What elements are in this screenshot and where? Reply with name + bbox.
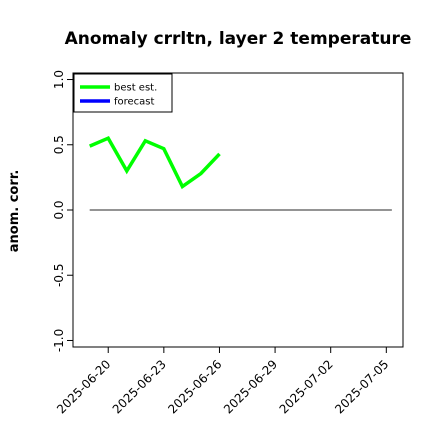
- y-tick-label: 0.5: [52, 135, 66, 154]
- legend-label: forecast: [114, 97, 155, 108]
- legend-box: [73, 73, 173, 113]
- x-tick-label: 2025-06-20: [54, 357, 113, 416]
- series-line-best-est: [89, 135, 221, 190]
- series-group: [89, 135, 221, 190]
- x-tick-label: 2025-06-29: [221, 357, 280, 416]
- x-tick-label: 2025-06-26: [165, 357, 224, 416]
- legend-entries: best est. forecast: [80, 83, 157, 108]
- x-axis: 2025-06-202025-06-232025-06-262025-06-29…: [54, 347, 391, 416]
- x-tick-label: 2025-06-23: [110, 357, 169, 416]
- legend-label: best est.: [114, 83, 157, 94]
- legend: best est. forecast: [73, 73, 173, 113]
- x-tick-label: 2025-07-02: [277, 357, 336, 416]
- y-axis: -1.0 -0.5 0.0 0.5 1.0: [52, 70, 73, 352]
- y-tick-label: 0.0: [52, 200, 66, 219]
- y-axis-label: anom. corr.: [7, 170, 22, 253]
- x-tick-label: 2025-07-05: [332, 357, 391, 416]
- chart-title: Anomaly crrltn, layer 2 temperature: [65, 29, 412, 49]
- y-tick-label: -0.5: [52, 264, 66, 287]
- y-tick-label: -1.0: [52, 329, 66, 352]
- y-tick-label: 1.0: [52, 70, 66, 89]
